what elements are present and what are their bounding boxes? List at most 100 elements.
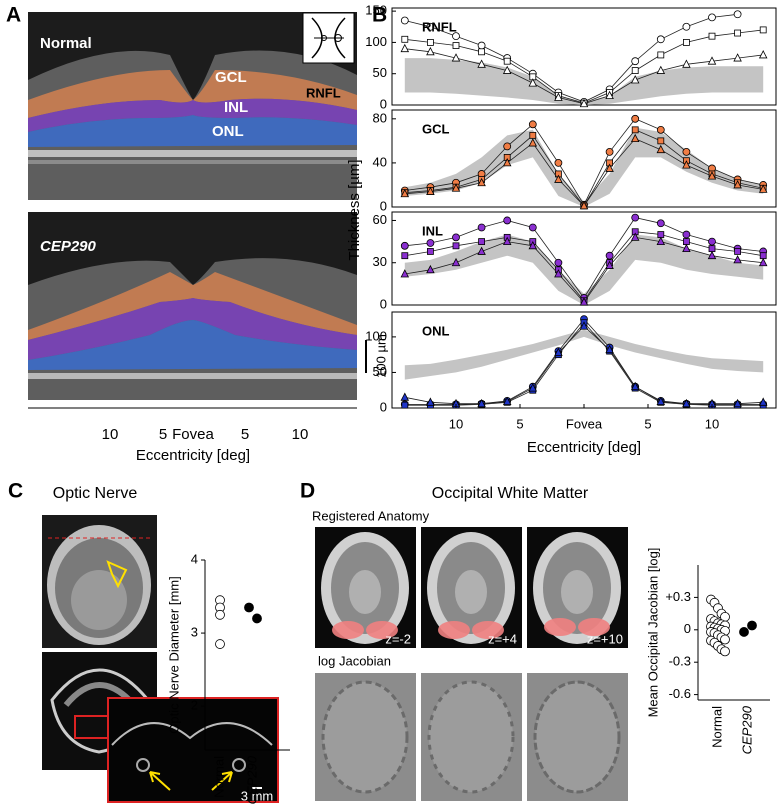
marker (554, 347, 563, 356)
marker (631, 126, 639, 134)
y-tick-label: 0 (380, 96, 387, 111)
data-point (747, 620, 757, 631)
x-tick-label: 10 (102, 426, 119, 443)
chart-title: ONL (422, 323, 450, 338)
marker (452, 233, 460, 242)
marker (656, 219, 665, 228)
marker (707, 56, 717, 65)
marker (630, 75, 640, 84)
marker (426, 239, 435, 247)
marker (400, 43, 410, 53)
panel-label: A (6, 4, 21, 27)
y-tick-label: -0.6 (669, 686, 691, 701)
x-axis-label: Eccentricity [deg] (136, 447, 250, 464)
chart-title: INL (422, 223, 443, 238)
y-tick-label: 0 (380, 296, 387, 311)
marker (477, 223, 486, 232)
marker (400, 188, 410, 198)
marker (733, 10, 742, 19)
layer-label: GCL (215, 69, 247, 86)
marker (401, 401, 409, 409)
marker (554, 174, 563, 183)
panel-title: Occipital White Matter (432, 485, 589, 502)
marker (630, 232, 640, 241)
marker (528, 383, 538, 392)
scale-bar-label: 3 mm (241, 788, 274, 803)
y-tick-label: +0.3 (665, 589, 691, 604)
marker (759, 26, 767, 34)
slice-label: z=-2 (385, 631, 411, 646)
jacobian-images (315, 673, 628, 801)
marker (734, 29, 741, 37)
marker (478, 48, 486, 56)
panel-label: C (8, 480, 23, 503)
plot-frame (391, 109, 777, 208)
marker (758, 397, 768, 406)
marker (657, 231, 665, 238)
y-tick-label: 3 (191, 625, 198, 640)
marker (605, 251, 614, 260)
data-point (720, 646, 730, 657)
y-tick-label: 50 (373, 364, 387, 379)
scale-bar-label: 100 µm (373, 334, 388, 378)
y-axis-label: Thickness [µm] (346, 159, 363, 260)
anatomy-images (315, 527, 628, 648)
marker (682, 160, 691, 169)
layer-label: INL (224, 99, 248, 116)
image-label: Normal (40, 35, 92, 52)
y-tick-label: 100 (365, 328, 387, 343)
marker (682, 243, 691, 253)
x-tick-label: 5 (516, 416, 523, 431)
marker (733, 53, 742, 62)
normal-range (404, 234, 764, 305)
marker (452, 32, 460, 41)
marker (502, 396, 512, 405)
data-point (215, 639, 225, 649)
y-tick-label: 4 (191, 551, 198, 566)
marker (477, 41, 486, 50)
panel-label: B (372, 4, 387, 27)
data-point (215, 609, 225, 620)
marker (605, 163, 614, 172)
y-tick-label: 2 (191, 698, 198, 713)
y-tick-label: 60 (373, 212, 387, 227)
series-line (404, 13, 738, 103)
marker (528, 240, 538, 250)
marker (708, 245, 716, 253)
slice-label: z=+4 (488, 631, 517, 646)
marker (733, 255, 742, 264)
marker (426, 186, 435, 195)
marker (528, 78, 538, 87)
marker (426, 46, 435, 56)
marker (759, 252, 767, 260)
marker (656, 236, 666, 245)
marker (477, 398, 486, 408)
marker (656, 65, 666, 74)
y-tick-label: 80 (373, 110, 387, 125)
x-tick-label: Fovea (566, 416, 603, 431)
marker (554, 92, 563, 101)
y-tick-label: 150 (365, 3, 387, 18)
marker (631, 67, 639, 74)
marker (529, 131, 537, 139)
marker (554, 159, 563, 167)
normal-range (404, 127, 764, 207)
y-tick-label: 0 (684, 621, 691, 636)
marker (400, 269, 410, 278)
marker (528, 120, 537, 129)
marker (579, 201, 589, 210)
slice-label: z=+10 (587, 631, 623, 646)
marker (579, 98, 589, 108)
marker (554, 269, 563, 278)
x-tick-label: 10 (705, 416, 719, 431)
y-tick-label: 100 (365, 34, 387, 49)
data-point (720, 634, 730, 645)
marker (630, 381, 640, 391)
y-axis-label: Mean Occipital Jacobian [log] (645, 548, 660, 718)
x-tick-label: 5 (159, 426, 167, 443)
marker (452, 242, 460, 250)
marker (707, 250, 717, 260)
marker (733, 398, 742, 408)
data-point (244, 602, 254, 613)
